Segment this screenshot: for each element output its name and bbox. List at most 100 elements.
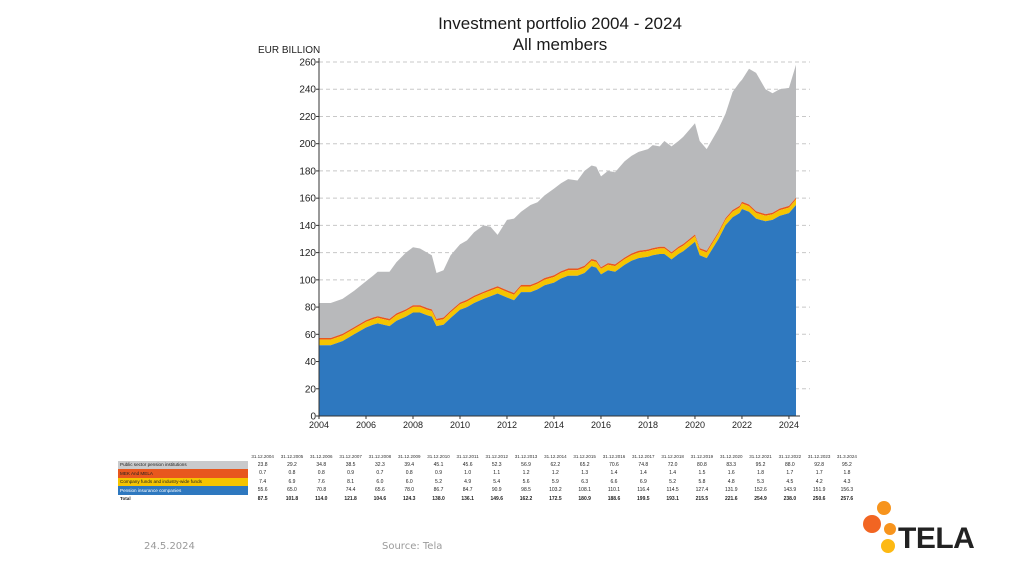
table-cell: 5.3	[757, 478, 765, 485]
footer-date: 24.5.2024	[144, 541, 195, 552]
table-cell: 0.7	[376, 470, 384, 477]
y-tick-label: 100	[299, 275, 316, 286]
x-tick-label: 2018	[638, 420, 658, 430]
table-cell: 80.8	[697, 461, 707, 468]
table-cell: 1.2	[522, 470, 530, 477]
table-cell: 110.1	[607, 487, 621, 494]
table-row-label: Pension insurance companies	[118, 486, 248, 495]
table-cell: 45.6	[462, 461, 473, 468]
table-row: MEK And MELA 0.7 0.8 0.8 0.9 0.7 0.8 0.9 1.0 1.1 1…	[118, 469, 860, 478]
table-cell: 7.6	[317, 478, 325, 485]
table-cell: 121.8	[344, 495, 357, 502]
table-cell: 5.2	[435, 478, 442, 485]
y-tick-label: 160	[299, 194, 316, 205]
table-cell: 162.2	[519, 495, 533, 502]
table-cell: 1.5	[698, 470, 706, 477]
area-pension-insurance	[319, 205, 796, 416]
table-cell: 0.7	[259, 470, 267, 477]
table-cell: 74.4	[345, 487, 356, 494]
table-column-header: 31.12.2005	[280, 453, 304, 459]
table-column-header: 31.12.2008	[368, 453, 392, 459]
table-cell: 78.0	[404, 487, 415, 494]
y-tick-label: 180	[299, 166, 316, 177]
table-cell: 6.9	[288, 478, 296, 485]
table-column-header: 31.12.2021	[749, 453, 772, 459]
table-cell: 108.1	[578, 487, 591, 494]
table-cell: 1.3	[581, 470, 589, 477]
table-column-header: 31.12.2011	[456, 453, 479, 459]
table-cell: 254.9	[754, 495, 767, 502]
table-cell: 72.0	[667, 461, 678, 468]
x-tick-label: 2016	[591, 420, 611, 430]
table-cell: 127.4	[695, 487, 709, 494]
table-cell: 5.2	[669, 478, 677, 485]
table-cell: 39.4	[404, 461, 415, 468]
table-cell: 238.0	[783, 495, 797, 502]
table-cell: 0.9	[435, 470, 442, 477]
table-column-header: 31.12.2015	[573, 453, 596, 459]
table-cell: 1.2	[551, 470, 559, 477]
y-tick-label: 0	[310, 412, 316, 423]
table-header-row: 31.12.2004 31.12.2005 31.12.2006 31.12.2007…	[118, 452, 860, 461]
table-cell: 180.9	[578, 495, 591, 502]
table-cell: 65.6	[375, 487, 385, 494]
data-table: 31.12.2004 31.12.2005 31.12.2006 31.12.2007…	[118, 452, 860, 503]
table-cell: 6.0	[376, 478, 384, 485]
table-cell: 188.6	[607, 495, 621, 502]
table-column-header: 31.12.2010	[427, 453, 450, 459]
table-cell: 4.3	[843, 478, 851, 485]
table-cell: 4.5	[786, 478, 794, 485]
table-cell: 143.9	[783, 487, 797, 494]
table-column-header: 31.12.2018	[661, 453, 684, 459]
table-cell: 5.9	[551, 478, 559, 485]
x-tick-label: 2006	[356, 420, 376, 430]
table-cell: 0.8	[317, 470, 325, 477]
table-row-label: Public sector pension institutions	[118, 460, 248, 469]
table-cell: 8.1	[347, 478, 355, 485]
table-cell: 1.4	[610, 470, 618, 477]
table-cell: 1.4	[639, 470, 647, 477]
table-column-header: 31.12.2012	[485, 453, 508, 459]
table-cell: 1.7	[786, 470, 794, 477]
table-row: Company funds and industry-wide funds 7.4…	[118, 477, 860, 486]
table-column-header: 31.12.2009	[397, 453, 421, 459]
table-cell: 6.0	[405, 478, 413, 485]
table-cell: 70.8	[316, 487, 327, 494]
table-cell: 23.8	[257, 461, 268, 468]
y-axis-label: EUR BILLION	[258, 45, 321, 56]
table-cell: 86.7	[433, 487, 444, 494]
y-tick-label: 220	[299, 112, 316, 123]
table-row: Public sector pension institutions 23.8 29…	[118, 460, 860, 469]
table-cell: 38.5	[345, 461, 356, 468]
table-column-header: 31.3.2024	[836, 453, 857, 459]
table-cell: 215.5	[695, 495, 709, 502]
table-cell: 70.6	[609, 461, 619, 468]
table-cell: 0.8	[288, 470, 296, 477]
table-cell: 90.9	[491, 487, 502, 494]
table-cell: 1.8	[843, 470, 851, 477]
y-tick-label: 140	[299, 221, 316, 232]
area-public-sector	[319, 64, 796, 338]
table-cell: 193.1	[666, 495, 679, 502]
table-cell: 95.2	[755, 461, 766, 468]
table-cell: 138.0	[432, 495, 445, 502]
table-cell: 6.3	[581, 478, 589, 485]
chart-title: Investment portfolio 2004 - 2024	[438, 14, 682, 33]
y-tick-label: 200	[299, 139, 316, 150]
table-row-label: Company funds and industry-wide funds	[118, 477, 248, 486]
x-tick-label: 2010	[450, 420, 470, 430]
table-row-label: MEK And MELA	[118, 469, 248, 478]
table-cell: 1.4	[669, 470, 677, 477]
table-cell: 87.5	[257, 495, 268, 502]
table-cell: 114.0	[315, 495, 328, 502]
table-cell: 103.2	[549, 487, 562, 494]
y-tick-label: 240	[299, 85, 316, 96]
x-tick-label: 2022	[732, 420, 752, 430]
table-cell: 114.5	[666, 487, 679, 494]
table-cell: 65.2	[579, 461, 590, 468]
table-cell: 6.6	[610, 478, 618, 485]
table-column-header: 31.12.2007	[339, 453, 362, 459]
table-cell: 32.3	[375, 461, 385, 468]
table-cell: 45.1	[433, 461, 444, 468]
table-cell: 98.5	[521, 487, 531, 494]
